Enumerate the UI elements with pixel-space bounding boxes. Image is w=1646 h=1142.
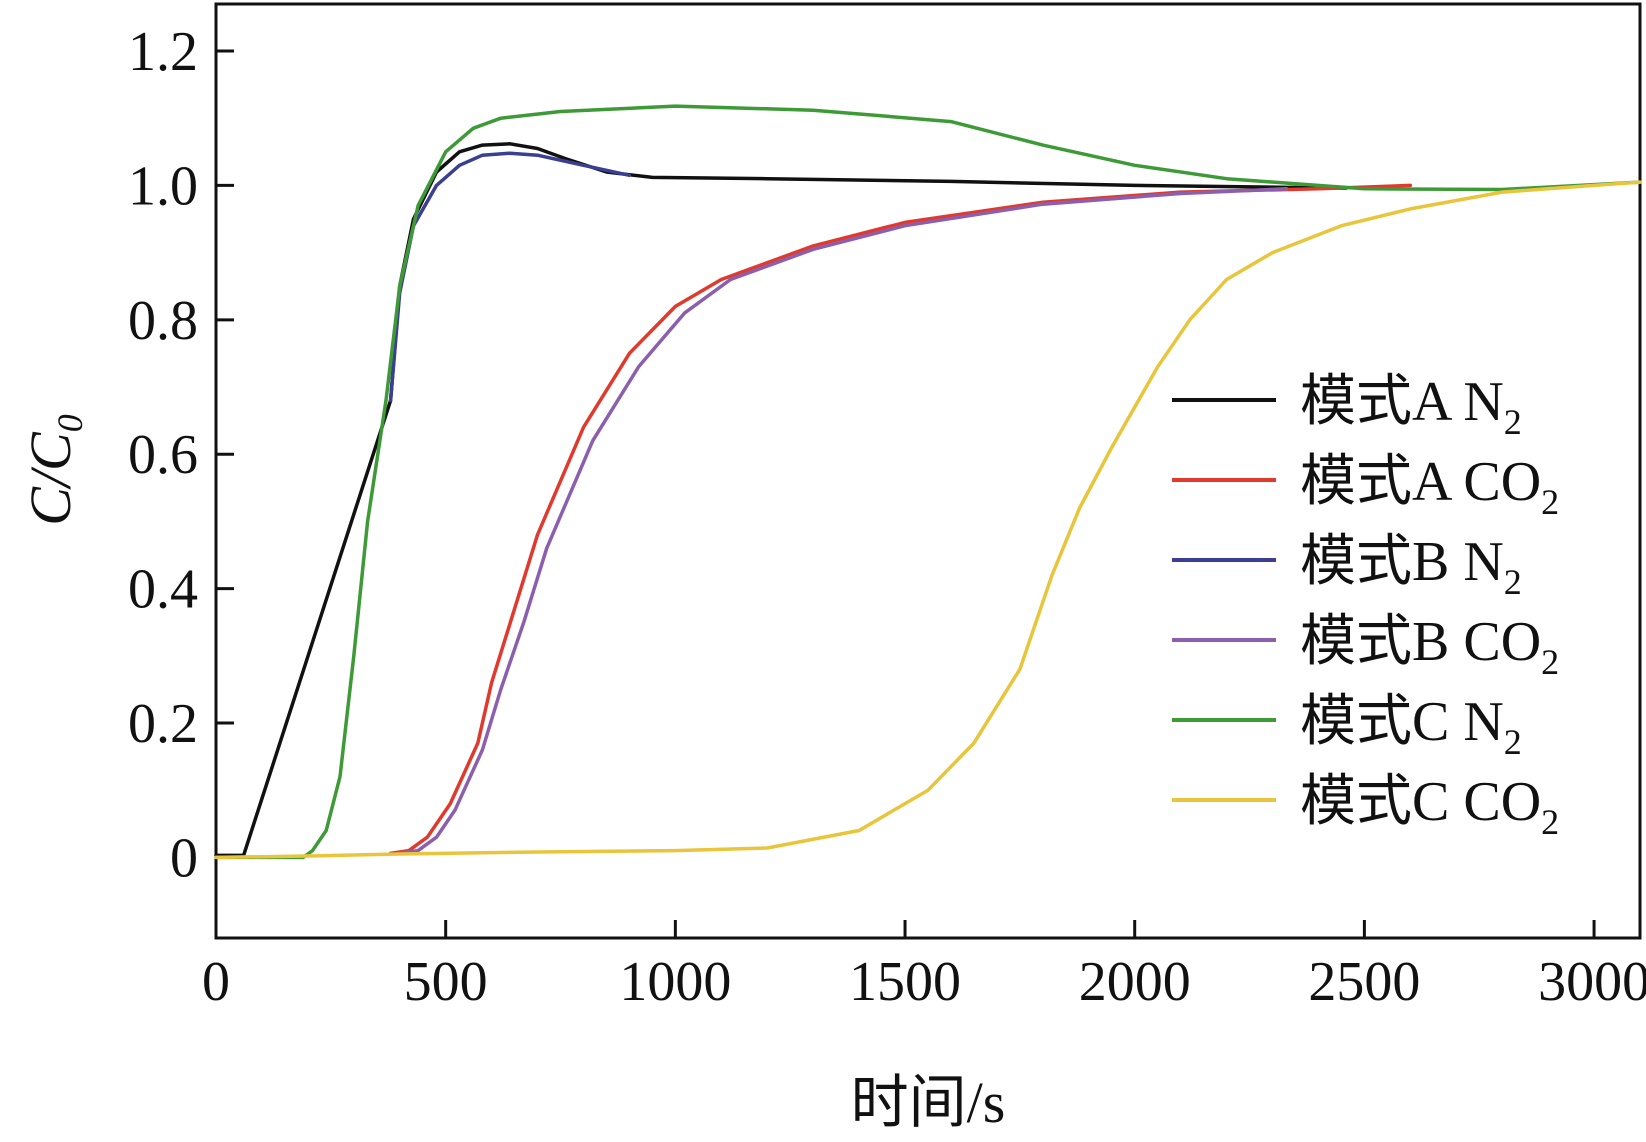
legend-label-c_co2: 模式C CO2 — [1300, 771, 1559, 842]
legend-label-sub: 2 — [1541, 802, 1559, 842]
legend-label-sub: 2 — [1504, 722, 1522, 762]
series-line-b_co2 — [397, 187, 1289, 856]
x-tick-label: 1500 — [849, 951, 961, 1013]
x-axis-title: 时间/s — [851, 1070, 1006, 1135]
x-tick-label: 500 — [404, 951, 488, 1013]
legend-label-a_n2: 模式A N2 — [1300, 371, 1522, 442]
series-line-a_n2 — [214, 142, 1348, 858]
axis-ticks — [214, 49, 1596, 938]
legend-label-main: 模式A N — [1300, 371, 1504, 433]
series-lines — [214, 104, 1642, 860]
legend-label-b_n2: 模式B N2 — [1300, 531, 1522, 602]
legend-label-main: 模式C CO — [1300, 771, 1541, 833]
y-tick-label: 0.4 — [128, 559, 198, 621]
tick-labels: 0 500 1000 1500 2000 2500 3000 0 0.2 0.4 0.6 0.8 1.0… — [128, 21, 1646, 1013]
legend-label-b_co2: 模式B CO2 — [1300, 611, 1559, 682]
series-line-a_co2 — [388, 183, 1413, 856]
y-tick-label: 1.0 — [128, 155, 198, 217]
x-tick-label: 3000 — [1538, 951, 1646, 1013]
x-tick-label: 1000 — [619, 951, 731, 1013]
plot-frame — [214, 2, 1642, 940]
x-tick-label: 0 — [202, 951, 230, 1013]
legend-label-main: 模式C N — [1300, 691, 1504, 753]
legend-label-sub: 2 — [1541, 642, 1559, 682]
y-tick-label: 0.8 — [128, 290, 198, 352]
y-tick-label: 1.2 — [128, 21, 198, 83]
legend-label-c_n2: 模式C N2 — [1300, 691, 1522, 762]
legend-label-sub: 2 — [1504, 562, 1522, 602]
legend-label-a_co2: 模式A CO2 — [1300, 451, 1559, 522]
legend-label-sub: 2 — [1541, 482, 1559, 522]
legend-label-main: 模式B CO — [1300, 611, 1541, 673]
series-line-c_co2 — [214, 180, 1642, 860]
legend-label-main: 模式B N — [1300, 531, 1504, 593]
legend-label-sub: 2 — [1504, 402, 1522, 442]
y-tick-label: 0.2 — [128, 693, 198, 755]
legend-label-main: 模式A CO — [1300, 451, 1541, 513]
y-tick-label: 0.6 — [128, 424, 198, 486]
x-tick-label: 2000 — [1079, 951, 1191, 1013]
x-tick-label: 2500 — [1308, 951, 1420, 1013]
y-tick-label: 0 — [170, 827, 198, 889]
y-axis-title: C/C0 — [18, 414, 90, 526]
series-line-c_n2 — [214, 104, 1642, 860]
y-axis-title-sub: 0 — [50, 414, 90, 432]
y-axis-title-main: C/C — [18, 431, 83, 526]
